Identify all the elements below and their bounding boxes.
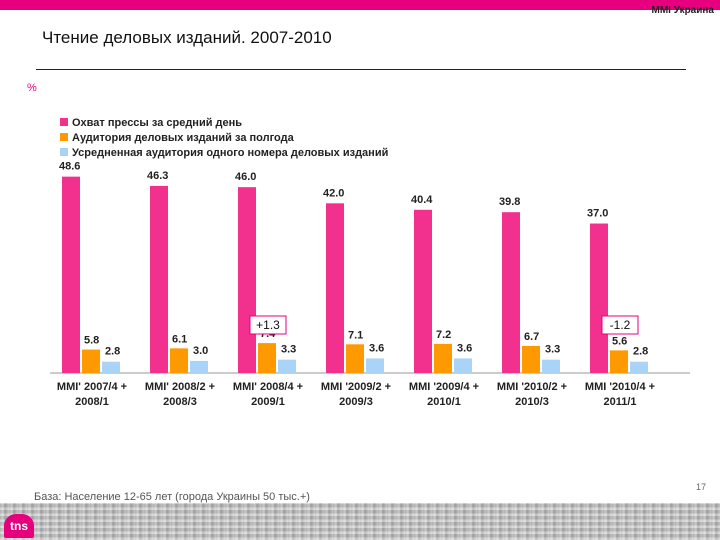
annotation-box-1 [249,315,287,335]
category-label-c7-line2: 2011/1 [603,396,636,408]
category-label-c4-line1: MMI '2009/2 + [321,381,391,393]
annotation-label-1: +1.3 [256,318,280,332]
category-label-c7-line1: MMI '2010/4 + [585,381,655,393]
legend-swatch-2 [60,133,68,141]
value-label-s3-c2: 3.0 [193,345,208,357]
tns-logo: tns [4,514,34,538]
bar-s3-c7 [630,361,648,373]
category-label-c6-line2: 2010/3 [515,396,549,408]
value-label-s3-c4: 3.6 [369,342,384,354]
bar-s1-c2 [150,185,168,373]
bar-s3-c3 [278,359,296,373]
value-label-s2-c7: 5.6 [612,335,627,347]
bar-s2-c5 [434,343,452,373]
newspaper-texture [0,503,720,540]
value-label-s2-c6: 6.7 [524,331,539,343]
value-label-s1-c6: 39.8 [499,196,520,208]
base-footnote: База: Население 12-65 лет (города Украин… [34,491,310,503]
value-label-s2-c4: 7.1 [348,329,363,341]
bar-s1-c3 [238,187,256,373]
legend-label-2: Аудитория деловых изданий за полгода [72,132,295,144]
value-label-s2-c2: 6.1 [172,333,187,345]
value-label-s1-c3: 46.0 [235,171,256,183]
category-label-c4-line2: 2009/3 [339,396,373,408]
category-label-c2-line1: MMI' 2008/2 + [145,381,215,393]
category-label-c2-line2: 2008/3 [163,396,197,408]
value-label-s3-c5: 3.6 [457,342,472,354]
category-label-c3-line2: 2009/1 [251,396,285,408]
bar-s3-c4 [366,358,384,373]
bar-s3-c6 [542,359,560,373]
value-label-s1-c4: 42.0 [323,187,344,199]
value-label-s3-c3: 3.3 [281,344,296,356]
page-number: 17 [695,482,706,492]
brand-tag: MMI Украина [651,5,714,16]
annotation-box-2 [601,315,639,335]
bar-s3-c5 [454,358,472,373]
category-label-c1-line1: MMI' 2007/4 + [57,381,127,393]
value-label-s2-c5: 7.2 [436,329,451,341]
category-label-c5-line2: 2010/1 [427,396,461,408]
legend-swatch-1 [60,118,68,126]
bar-s1-c7 [590,223,608,373]
bar-s3-c2 [190,360,208,373]
bar-s3-c1 [102,361,120,373]
bar-s2-c2 [170,348,188,373]
category-label-c1-line2: 2008/1 [75,396,109,408]
bar-chart: Охват прессы за средний день Аудитория де… [50,117,690,408]
value-label-s3-c6: 3.3 [545,344,560,356]
bar-s2-c4 [346,344,364,373]
bar-s2-c3 [258,343,276,373]
category-label-c3-line1: MMI' 2008/4 + [233,381,303,393]
top-accent-bar [0,0,720,10]
category-label-c5-line1: MMI '2009/4 + [409,381,479,393]
value-label-s1-c1: 48.6 [59,161,80,173]
legend-label-1: Охват прессы за средний день [72,117,242,129]
bar-s1-c6 [502,212,520,373]
bar-s1-c5 [414,209,432,373]
value-label-s1-c7: 37.0 [587,208,608,220]
newspaper-background-image [0,503,720,540]
bar-s2-c1 [82,349,100,373]
title-divider [36,69,686,70]
bar-s1-c4 [326,203,344,373]
bar-s1-c1 [62,176,80,373]
page-title: Чтение деловых изданий. 2007-2010 [42,28,332,47]
value-label-s2-c1: 5.8 [84,335,99,347]
value-label-s1-c5: 40.4 [411,194,433,206]
category-label-c6-line1: MMI '2010/2 + [497,381,567,393]
bar-s2-c7 [610,350,628,373]
annotation-label-2: -1.2 [610,318,631,332]
value-label-s3-c1: 2.8 [105,346,120,358]
value-label-s3-c7: 2.8 [633,346,648,358]
legend-swatch-3 [60,148,68,156]
unit-label: % [27,82,37,94]
value-label-s1-c2: 46.3 [147,170,168,182]
legend-label-3: Усредненная аудитория одного номера дело… [72,147,388,159]
bar-s2-c6 [522,345,540,373]
